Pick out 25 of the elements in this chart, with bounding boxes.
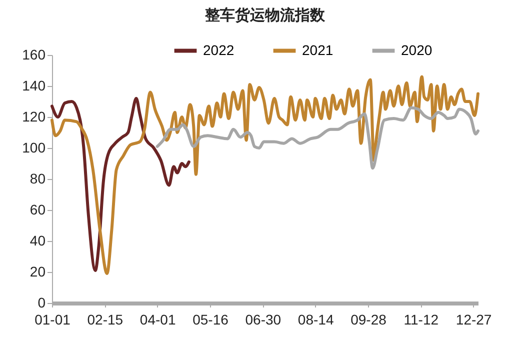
line-series (50, 96, 190, 272)
legend-label: 2021 (302, 42, 334, 58)
y-tick-label: 80 (30, 170, 46, 186)
legend-label: 2022 (203, 42, 234, 58)
y-tick-label: 40 (30, 232, 46, 248)
x-tick-label: 09-28 (350, 312, 387, 328)
x-tick-label: 04-01 (140, 312, 176, 328)
legend-label: 2020 (401, 42, 432, 58)
chart-title: 整车货运物流指数 (204, 6, 326, 24)
x-tick-label: 08-14 (298, 312, 334, 328)
x-tick-label: 06-30 (245, 312, 282, 328)
y-tick-label: 120 (22, 108, 46, 124)
x-tick-label: 12-27 (456, 312, 492, 328)
x-tick-label: 05-16 (192, 312, 229, 328)
y-tick-label: 0 (38, 294, 46, 310)
y-tick-label: 140 (22, 78, 46, 94)
y-tick-label: 20 (30, 264, 46, 280)
x-tick-label: 01-01 (34, 312, 71, 328)
y-tick-label: 60 (30, 202, 46, 218)
y-tick-label: 160 (22, 46, 46, 62)
y-tick-label: 100 (22, 140, 46, 156)
line-series (50, 75, 480, 276)
line-series (156, 106, 480, 170)
x-tick-label: 11-12 (404, 312, 439, 328)
x-tick-label: 02-15 (87, 312, 124, 328)
